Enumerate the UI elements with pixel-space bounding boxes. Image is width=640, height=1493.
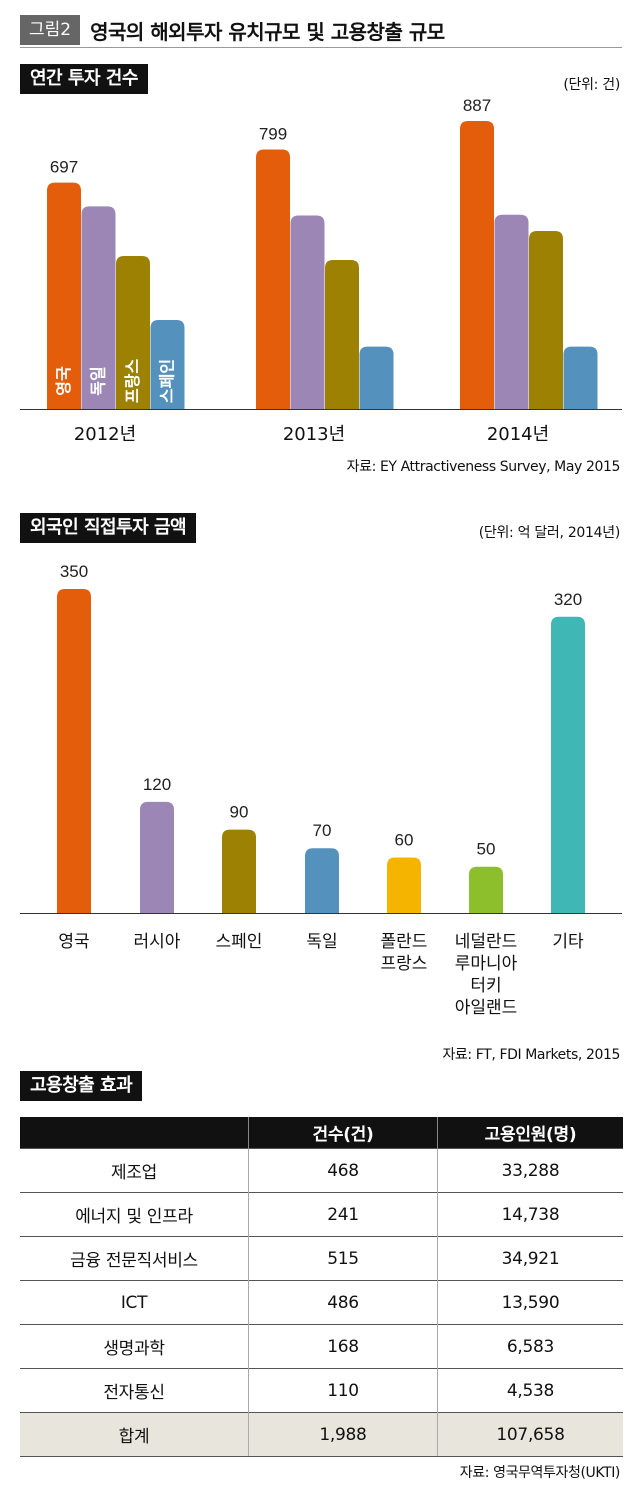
- cell-count: 110: [248, 1368, 438, 1413]
- cell-employment: 13,590: [437, 1280, 623, 1325]
- figure-header: 그림2 영국의 해외투자 유치규모 및 고용창출 규모: [20, 14, 445, 46]
- header-divider: [20, 47, 622, 48]
- value-label: 320: [554, 590, 582, 609]
- cell-sector: 생명과학: [20, 1324, 249, 1369]
- category-label: 독일: [306, 932, 337, 952]
- bar-영국: [57, 589, 91, 913]
- table-row: 제조업 468 33,288: [20, 1148, 623, 1193]
- figure-tag: 그림2: [20, 15, 81, 45]
- bar-프랑스-2014년: [529, 231, 563, 409]
- table-title: 고용창출 효과: [20, 1071, 143, 1101]
- table-header-employment: 고용인원(명): [437, 1117, 623, 1149]
- chart2-unit: (단위: 억 달러, 2014년): [478, 525, 621, 541]
- table-source: 자료: 영국무역투자청(UKTI): [459, 1465, 621, 1481]
- cell-count: 1,988: [248, 1412, 438, 1457]
- category-label: 2013년: [283, 424, 345, 445]
- table-header-row: 건수(건) 고용인원(명): [20, 1117, 623, 1149]
- annual-investment-chart: 697 영국 독일 프랑스 스페인 2012년 799 2013년 887 2014년: [20, 96, 622, 445]
- bar-영국-2012년: [47, 182, 81, 409]
- table-total-row: 합계 1,988 107,658: [20, 1412, 623, 1457]
- bar-프랑스-2013년: [325, 259, 359, 409]
- category-label: 2014년: [487, 424, 549, 445]
- cell-sector: 제조업: [20, 1148, 249, 1193]
- bar-폴란드: [387, 857, 421, 913]
- table-row: 에너지 및 인프라 241 14,738: [20, 1192, 623, 1237]
- bar-영국-2014년: [460, 120, 494, 409]
- cell-sector: 에너지 및 인프라: [20, 1192, 249, 1237]
- table-row: 생명과학 168 6,583: [20, 1324, 623, 1369]
- bar-프랑스-2012년: [116, 256, 150, 409]
- cell-sector: 합계: [20, 1412, 249, 1457]
- cell-sector: 금융 전문직서비스: [20, 1236, 249, 1281]
- bar-스페인-2013년: [359, 346, 394, 409]
- cell-count: 168: [248, 1324, 438, 1369]
- bar-독일: [305, 848, 339, 913]
- bar-스페인-2014년: [563, 346, 598, 409]
- legend-label-독일: 독일: [89, 366, 108, 395]
- value-label: 799: [259, 125, 287, 144]
- cell-employment: 33,288: [437, 1148, 623, 1193]
- value-label: 70: [313, 821, 332, 840]
- legend-label-영국: 영국: [54, 366, 73, 396]
- employment-table: 건수(건) 고용인원(명) 제조업 468 33,288 에너지 및 인프라 241 14…: [20, 1117, 623, 1457]
- category-label: 프랑스: [381, 954, 428, 974]
- cell-count: 241: [248, 1192, 438, 1237]
- chart1-title: 연간 투자 건수: [20, 64, 148, 94]
- bar-독일-2014년: [494, 214, 529, 409]
- legend-label-프랑스: 프랑스: [123, 359, 142, 403]
- category-label: 기타: [552, 932, 584, 952]
- cell-employment: 6,583: [437, 1324, 623, 1369]
- value-label: 90: [230, 803, 249, 822]
- category-label: 아일랜드: [455, 998, 518, 1018]
- cell-employment: 14,738: [437, 1192, 623, 1237]
- chart2-source: 자료: FT, FDI Markets, 2015: [442, 1047, 620, 1063]
- bar-영국-2013년: [256, 149, 290, 409]
- bar-스페인: [222, 829, 256, 913]
- category-label: 폴란드: [381, 932, 428, 952]
- bar-러시아: [140, 801, 174, 913]
- chart2-title: 외국인 직접투자 금액: [20, 513, 197, 543]
- category-label: 네덜란드: [455, 932, 518, 952]
- cell-count: 468: [248, 1148, 438, 1193]
- category-label: 2012년: [74, 424, 136, 445]
- chart1-source: 자료: EY Attractiveness Survey, May 2015: [346, 459, 621, 475]
- table-row: 금융 전문직서비스 515 34,921: [20, 1236, 623, 1281]
- figure-title: 영국의 해외투자 유치규모 및 고용창출 규모: [90, 19, 445, 44]
- cell-sector: 전자통신: [20, 1368, 249, 1413]
- category-label: 러시아: [134, 932, 181, 952]
- bar-독일-2013년: [290, 215, 325, 409]
- cell-employment: 34,921: [437, 1236, 623, 1281]
- cell-employment: 4,538: [437, 1368, 623, 1413]
- bar-스페인-2012년: [150, 320, 185, 409]
- bar-독일-2012년: [81, 206, 116, 409]
- cell-employment: 107,658: [437, 1412, 623, 1457]
- legend-label-스페인: 스페인: [158, 359, 177, 403]
- value-label: 697: [50, 158, 78, 177]
- value-label: 50: [477, 840, 496, 859]
- table-header-count: 건수(건): [248, 1117, 438, 1149]
- category-label: 영국: [58, 932, 89, 952]
- category-label: 터키: [470, 976, 501, 996]
- table-row: 전자통신 110 4,538: [20, 1368, 623, 1413]
- value-label: 60: [395, 830, 414, 849]
- value-label: 120: [143, 775, 171, 794]
- cell-sector: ICT: [20, 1280, 249, 1325]
- cell-count: 515: [248, 1236, 438, 1281]
- category-label: 스페인: [216, 932, 263, 952]
- value-label: 887: [463, 96, 491, 115]
- table-row: ICT 486 13,590: [20, 1280, 623, 1325]
- value-label: 350: [60, 562, 88, 581]
- chart1-unit: (단위: 건): [563, 77, 620, 93]
- cell-count: 486: [248, 1280, 438, 1325]
- category-label: 루마니아: [455, 954, 518, 974]
- bar-네덜란드: [469, 866, 503, 913]
- table-header-sector: [20, 1117, 249, 1149]
- bar-기타: [551, 616, 585, 913]
